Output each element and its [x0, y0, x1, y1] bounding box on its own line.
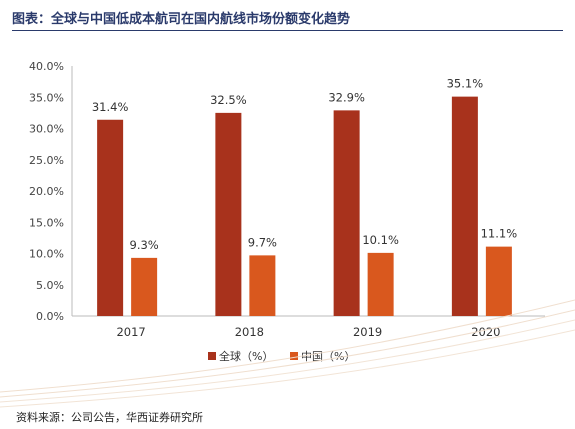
legend-swatch [290, 352, 298, 360]
y-tick-label: 35.0% [29, 91, 64, 104]
chart-title: 图表：全球与中国低成本航司在国内航线市场份额变化趋势 [12, 12, 351, 27]
data-label: 9.3% [130, 238, 159, 252]
data-label: 11.1% [481, 227, 518, 241]
y-tick-label: 0.0% [36, 310, 64, 323]
legend-label: 全球（%） [219, 349, 273, 363]
data-label: 10.1% [362, 233, 399, 247]
bar-china [367, 252, 394, 316]
data-label: 9.7% [248, 235, 277, 249]
bar-global [333, 110, 360, 316]
x-tick-label: 2017 [116, 325, 145, 339]
bar-global [97, 119, 124, 316]
y-tick-label: 5.0% [36, 279, 64, 292]
legend-swatch [208, 352, 216, 360]
bar-china [249, 255, 276, 316]
bar-global [451, 96, 478, 316]
x-tick-label: 2019 [353, 325, 382, 339]
bar-china [485, 246, 512, 316]
y-tick-label: 20.0% [29, 185, 64, 198]
source-note: 资料来源：公司公告，华西证券研究所 [16, 411, 203, 424]
data-label: 31.4% [92, 100, 129, 114]
y-tick-label: 30.0% [29, 123, 64, 136]
y-tick-label: 40.0% [29, 60, 64, 73]
y-tick-label: 10.0% [29, 248, 64, 261]
data-label: 32.9% [328, 90, 365, 104]
bar-china [131, 257, 158, 316]
x-tick-label: 2018 [235, 325, 264, 339]
legend-label: 中国（%） [301, 350, 355, 363]
bar-global [215, 112, 242, 316]
title-underline [12, 30, 563, 31]
x-tick-label: 2020 [471, 325, 500, 339]
data-label: 35.1% [447, 77, 484, 91]
y-tick-label: 25.0% [29, 154, 64, 167]
y-tick-label: 15.0% [29, 216, 64, 229]
data-label: 32.5% [210, 93, 247, 107]
